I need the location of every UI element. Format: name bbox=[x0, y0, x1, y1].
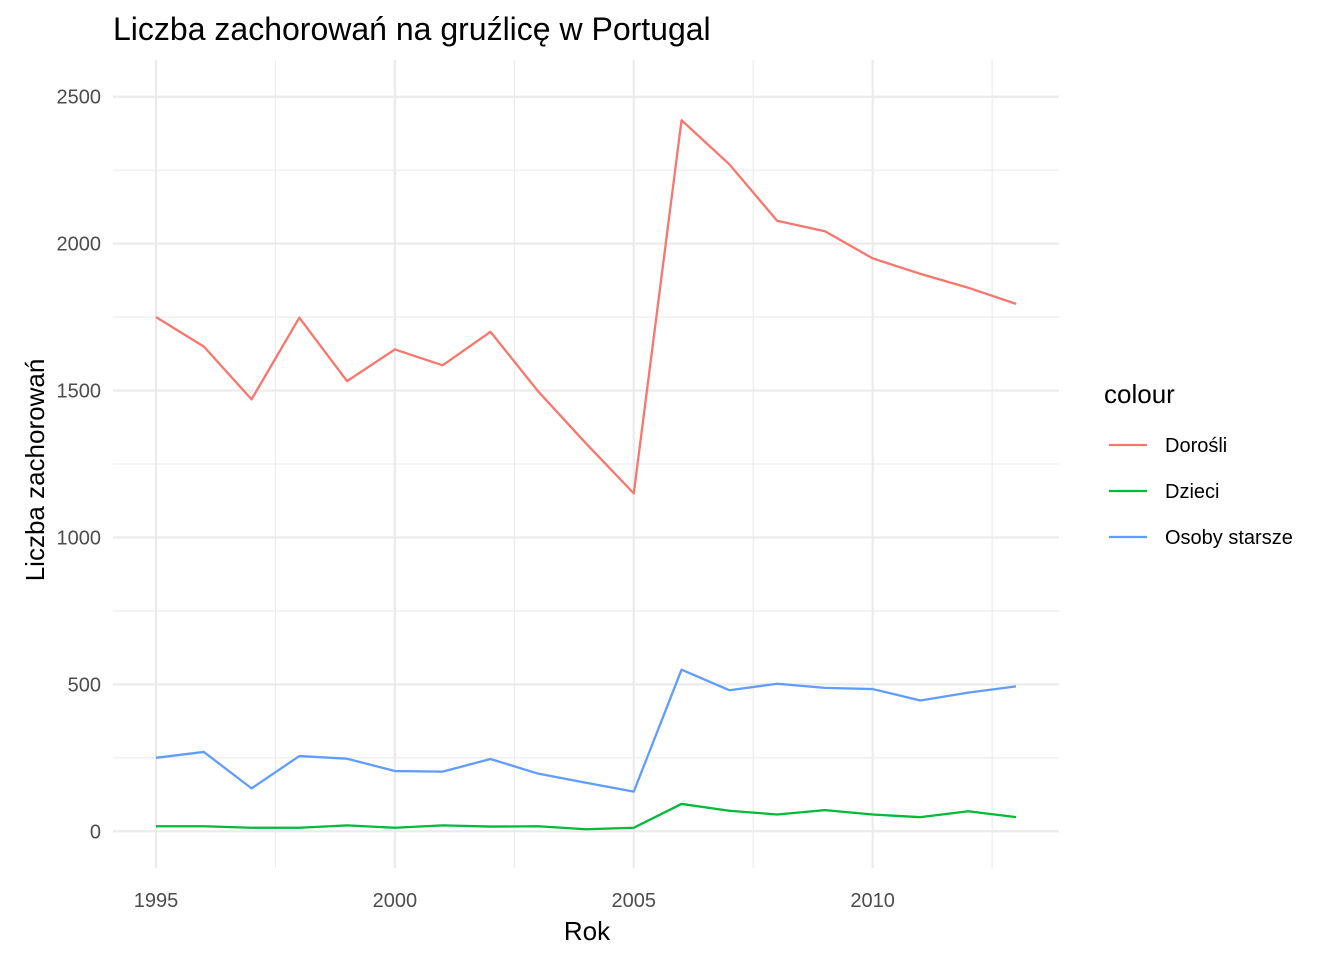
chart-title: Liczba zachorowań na gruźlicę w Portugal bbox=[113, 11, 711, 47]
y-tick-label: 1000 bbox=[57, 527, 102, 549]
y-axis-title: Liczba zachorowań bbox=[20, 359, 50, 582]
y-tick-label: 500 bbox=[68, 674, 101, 696]
legend: colour Dorośli Dzieci Osoby starsze bbox=[1104, 379, 1293, 549]
y-tick-label: 0 bbox=[90, 821, 101, 843]
series-line-dzieci bbox=[156, 802, 1017, 831]
x-tick-label: 2010 bbox=[850, 890, 895, 912]
series bbox=[155, 119, 1017, 831]
x-tick-label: 2000 bbox=[373, 890, 418, 912]
y-tick-label: 2500 bbox=[57, 87, 102, 109]
grid bbox=[113, 60, 1059, 868]
axes: 1995 2000 2005 2010 0 500 1000 1500 2000 2500 bbox=[57, 87, 895, 912]
legend-label-osoby-starsze: Osoby starsze bbox=[1165, 527, 1293, 549]
x-axis-title: Rok bbox=[564, 916, 611, 946]
y-tick-label: 1500 bbox=[57, 381, 102, 403]
y-tick-label: 2000 bbox=[57, 234, 102, 256]
legend-title: colour bbox=[1104, 379, 1175, 409]
x-tick-label: 1995 bbox=[134, 890, 179, 912]
series-line-osoby-starsze bbox=[155, 668, 1017, 793]
series-line-doro-li bbox=[155, 119, 1017, 495]
legend-label-dzieci: Dzieci bbox=[1165, 481, 1219, 503]
legend-label-doro-li: Dorośli bbox=[1165, 435, 1227, 457]
x-tick-label: 2005 bbox=[612, 890, 657, 912]
